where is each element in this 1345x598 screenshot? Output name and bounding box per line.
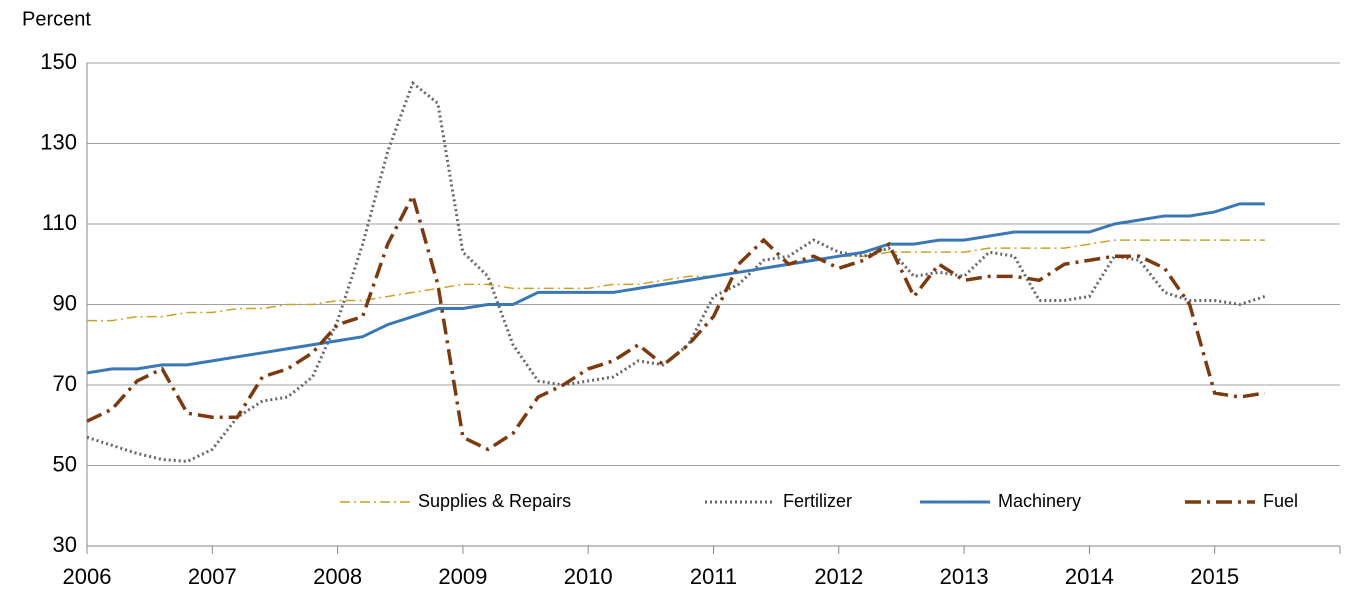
x-tick-label: 2006 bbox=[63, 564, 112, 589]
series-line bbox=[87, 239, 1265, 322]
series-line bbox=[86, 80, 1266, 464]
legend-label: Supplies & Repairs bbox=[418, 491, 571, 511]
y-tick-label: 90 bbox=[53, 290, 77, 315]
x-tick-label: 2013 bbox=[940, 564, 989, 589]
legend-label: Fertilizer bbox=[783, 491, 852, 511]
x-tick-label: 2009 bbox=[438, 564, 487, 589]
x-tick-label: 2011 bbox=[690, 564, 737, 589]
x-tick-label: 2010 bbox=[564, 564, 613, 589]
legend-label: Machinery bbox=[998, 491, 1081, 511]
x-tick-label: 2008 bbox=[313, 564, 362, 589]
series-line bbox=[86, 202, 1265, 375]
y-axis-label: Percent bbox=[22, 8, 91, 30]
y-tick-label: 130 bbox=[40, 129, 77, 154]
y-tick-label: 70 bbox=[53, 371, 77, 396]
x-tick-label: 2015 bbox=[1190, 564, 1239, 589]
x-tick-label: 2012 bbox=[814, 564, 863, 589]
x-tick-label: 2007 bbox=[188, 564, 237, 589]
series-line bbox=[86, 191, 1266, 452]
y-tick-label: 150 bbox=[40, 49, 77, 74]
y-tick-label: 30 bbox=[53, 532, 77, 557]
legend-label: Fuel bbox=[1263, 491, 1298, 511]
y-tick-label: 110 bbox=[42, 210, 77, 235]
x-tick-label: 2014 bbox=[1065, 564, 1114, 589]
y-tick-label: 50 bbox=[53, 451, 77, 476]
